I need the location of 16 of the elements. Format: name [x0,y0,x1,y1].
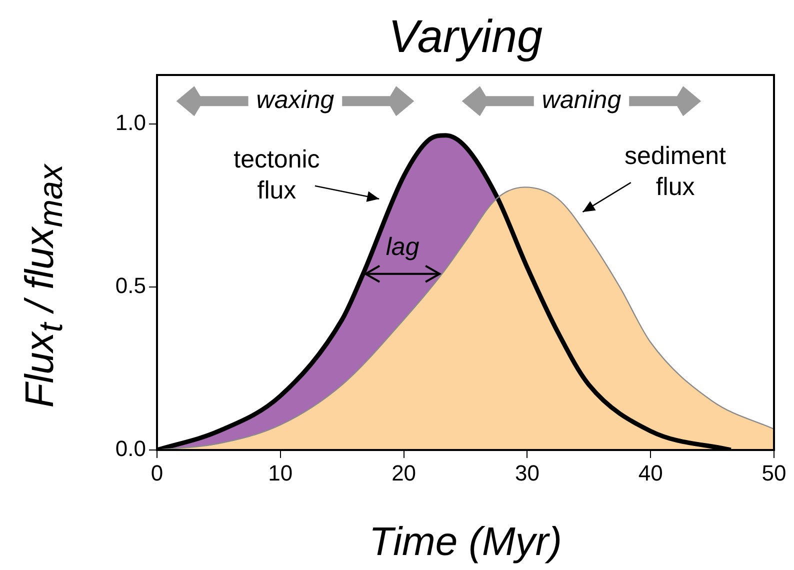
annotation: lag [386,232,420,261]
annotation: waning [542,86,622,114]
x-tick-label: 0 [150,460,164,486]
x-tick-label: 20 [392,460,416,486]
annotation: sediment flux [624,142,726,202]
x-tick-label: 30 [514,460,540,486]
y-tick-label: 1.0 [115,110,146,135]
annotation: tectonic flux [234,145,320,204]
x-tick-label: 40 [638,460,663,486]
y-tick-label: 0.0 [115,436,146,462]
x-tick-label: 50 [762,460,786,486]
annotation: waxing [256,86,334,114]
y-tick-label: 0.5 [115,273,146,298]
x-tick-label: 10 [268,460,293,486]
chart-title: Varying [387,9,544,64]
x-axis-title: Time (Myr) [368,519,563,566]
